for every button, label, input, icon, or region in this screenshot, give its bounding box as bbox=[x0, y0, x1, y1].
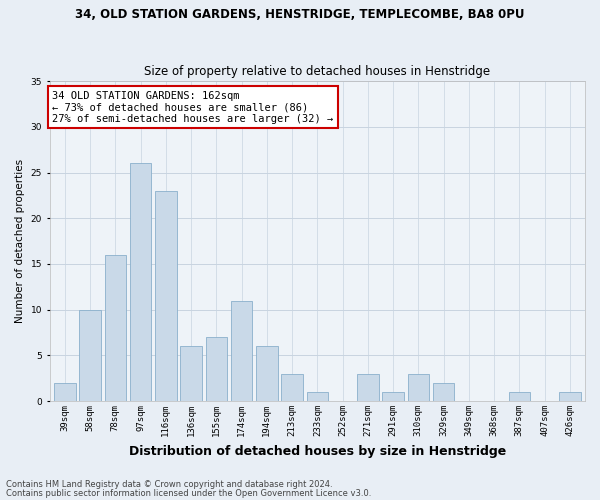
Bar bbox=[559, 392, 581, 401]
Text: 34, OLD STATION GARDENS, HENSTRIDGE, TEMPLECOMBE, BA8 0PU: 34, OLD STATION GARDENS, HENSTRIDGE, TEM… bbox=[75, 8, 525, 20]
Bar bbox=[155, 191, 176, 401]
Bar bbox=[206, 337, 227, 401]
Bar bbox=[231, 300, 253, 401]
Y-axis label: Number of detached properties: Number of detached properties bbox=[15, 159, 25, 323]
Bar bbox=[79, 310, 101, 401]
Text: 34 OLD STATION GARDENS: 162sqm
← 73% of detached houses are smaller (86)
27% of : 34 OLD STATION GARDENS: 162sqm ← 73% of … bbox=[52, 90, 334, 124]
Bar bbox=[130, 164, 151, 401]
Text: Contains HM Land Registry data © Crown copyright and database right 2024.: Contains HM Land Registry data © Crown c… bbox=[6, 480, 332, 489]
Bar bbox=[407, 374, 429, 401]
Bar bbox=[181, 346, 202, 401]
Bar bbox=[54, 383, 76, 401]
Bar bbox=[357, 374, 379, 401]
Bar bbox=[509, 392, 530, 401]
Title: Size of property relative to detached houses in Henstridge: Size of property relative to detached ho… bbox=[144, 66, 490, 78]
Bar bbox=[281, 374, 303, 401]
Bar bbox=[307, 392, 328, 401]
Bar bbox=[256, 346, 278, 401]
Bar bbox=[104, 255, 126, 401]
Bar bbox=[433, 383, 454, 401]
Bar bbox=[382, 392, 404, 401]
X-axis label: Distribution of detached houses by size in Henstridge: Distribution of detached houses by size … bbox=[129, 444, 506, 458]
Text: Contains public sector information licensed under the Open Government Licence v3: Contains public sector information licen… bbox=[6, 489, 371, 498]
